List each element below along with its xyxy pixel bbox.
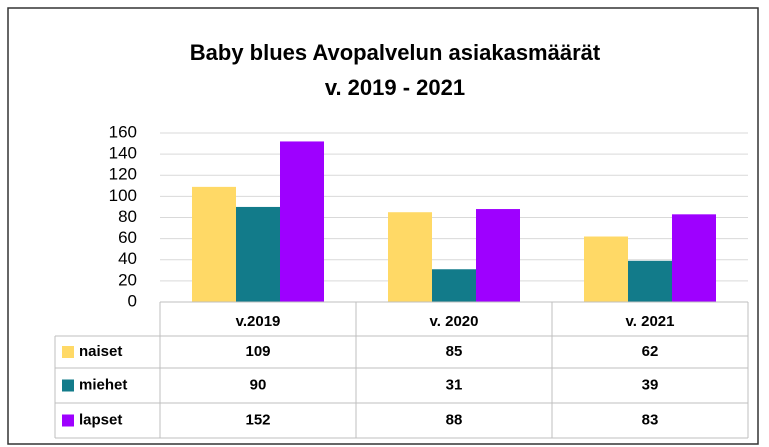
x-tick-label: v.2019 xyxy=(236,313,281,330)
table-value: 90 xyxy=(250,376,267,393)
y-tick-label: 160 xyxy=(109,122,137,141)
bar xyxy=(388,212,432,302)
legend-key xyxy=(62,414,74,427)
table-value: 83 xyxy=(642,411,659,428)
bar xyxy=(280,141,324,302)
table-value: 31 xyxy=(446,376,463,393)
bar xyxy=(584,236,628,302)
table-value: 39 xyxy=(642,376,659,393)
y-tick-label: 80 xyxy=(118,207,137,226)
x-tick-label: v. 2021 xyxy=(626,313,675,330)
y-tick-label: 60 xyxy=(118,228,137,247)
bar xyxy=(236,206,280,302)
chart-title: Baby blues Avopalvelun asiakasmäärät xyxy=(190,40,601,65)
table-value: 109 xyxy=(245,343,270,360)
bar xyxy=(476,209,520,302)
legend-key xyxy=(62,346,74,358)
table-value: 152 xyxy=(245,411,270,428)
x-tick-label: v. 2020 xyxy=(430,313,479,330)
bar xyxy=(628,260,672,302)
y-tick-label: 0 xyxy=(128,291,137,310)
table-value: 88 xyxy=(446,411,463,428)
bar xyxy=(432,269,476,302)
legend-label: lapset xyxy=(79,411,122,428)
bar xyxy=(672,214,716,302)
legend-key xyxy=(62,379,74,392)
legend-label: miehet xyxy=(79,376,127,393)
y-tick-label: 120 xyxy=(109,165,137,184)
table-value: 62 xyxy=(642,343,659,360)
chart-border xyxy=(7,7,759,445)
y-tick-label: 40 xyxy=(118,249,137,268)
y-tick-label: 20 xyxy=(118,270,137,289)
chart-subtitle: v. 2019 - 2021 xyxy=(325,75,465,100)
y-tick-label: 100 xyxy=(109,186,137,205)
bar xyxy=(192,186,236,302)
table-value: 85 xyxy=(446,343,463,360)
y-tick-label: 140 xyxy=(109,144,137,163)
legend-label: naiset xyxy=(79,343,122,360)
